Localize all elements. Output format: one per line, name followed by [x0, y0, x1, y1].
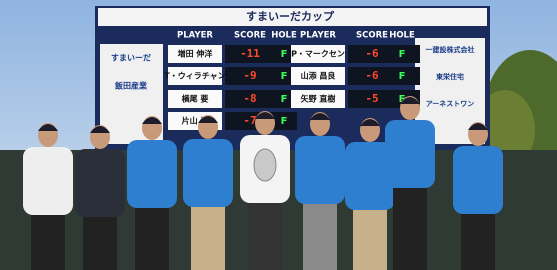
player-name: 増田 伸洋	[178, 49, 213, 59]
score-cell	[348, 67, 420, 85]
column-header: SCORE	[234, 31, 266, 41]
legs	[303, 194, 337, 270]
score: -11	[240, 47, 260, 60]
column-header: HOLE	[389, 31, 415, 41]
score: -6	[365, 47, 379, 60]
jacket	[75, 149, 125, 217]
jacket	[385, 120, 435, 188]
legs	[135, 198, 169, 270]
column-header: PLAYER	[177, 31, 213, 41]
player-name: 矢野 直樹	[301, 94, 336, 104]
score: -7	[243, 114, 256, 127]
sponsor: アーネストワン	[426, 100, 475, 108]
legs	[393, 178, 427, 270]
score: -6	[365, 69, 379, 82]
jacket	[183, 139, 233, 207]
sponsor: 飯田産業	[114, 81, 148, 91]
legs	[353, 200, 387, 270]
player-name: T・ウィラチャン	[164, 72, 225, 81]
column-header: HOLE	[271, 31, 297, 41]
photo: すまいーだカップ PLAYERSCOREHOLEPLAYERSCOREHOLE増…	[0, 0, 557, 270]
hole: F	[281, 71, 288, 82]
score-cell	[348, 45, 420, 63]
sponsor: すまいーだ	[111, 54, 151, 63]
hole: F	[399, 49, 406, 60]
score: -9	[243, 69, 256, 82]
legs	[191, 197, 225, 270]
column-header: PLAYER	[300, 31, 336, 41]
sponsor: 東栄住宅	[436, 72, 464, 81]
jacket	[295, 136, 345, 204]
sponsor: 一建設株式会社	[426, 45, 475, 54]
hole: F	[281, 116, 288, 127]
trophy	[254, 149, 276, 181]
jacket	[127, 140, 177, 208]
jacket	[453, 146, 503, 214]
legs	[248, 193, 282, 270]
hole: F	[399, 71, 406, 82]
player-name: P・マークセン	[291, 49, 345, 59]
hole: F	[281, 49, 288, 60]
player-name: 山添 昌良	[301, 71, 336, 81]
score: -8	[243, 92, 256, 105]
player-name: 横尾 要	[182, 94, 209, 104]
hole: F	[281, 94, 288, 105]
score: -5	[365, 92, 378, 105]
board-title: すまいーだカップ	[246, 9, 335, 23]
column-header: SCORE	[356, 31, 388, 41]
jacket	[23, 147, 73, 215]
